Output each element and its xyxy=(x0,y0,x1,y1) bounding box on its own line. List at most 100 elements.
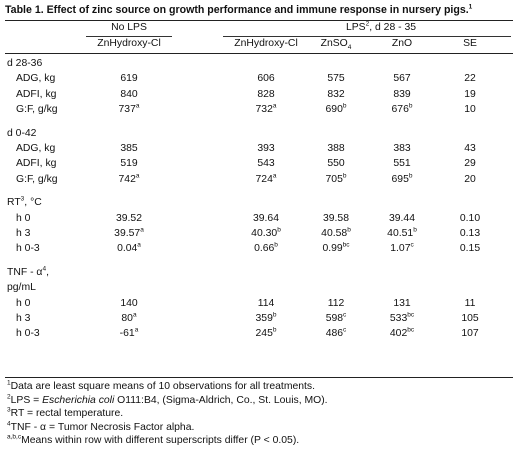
cell-se: 43 xyxy=(464,143,476,154)
header-lps-group: LPS2, d 28 - 35 xyxy=(345,20,417,33)
cell-znhydroxy-lps: 359b xyxy=(255,311,277,324)
significance-superscript: bc xyxy=(407,311,415,319)
table-title: Table 1. Effect of zinc source on growth… xyxy=(5,3,473,16)
significance-superscript: c xyxy=(343,326,347,334)
cell-se: 22 xyxy=(464,73,476,85)
cell-se: 29 xyxy=(464,158,476,170)
significance-superscript: b xyxy=(277,226,281,234)
cell-se: 107 xyxy=(461,328,479,340)
cell-zno: 402bc xyxy=(389,326,415,340)
significance-superscript: a xyxy=(140,226,144,234)
cell-znso4: 0.99bc xyxy=(322,241,350,255)
section-heading: d 28-36 xyxy=(0,58,520,72)
header-col-znhydroxy-nolps: ZnHydroxy-Cl xyxy=(97,38,161,49)
cell-znso4: 598c xyxy=(325,311,347,324)
cell-znhydroxy-lps: 606 xyxy=(257,73,275,85)
table-row: ADFI, kg 519 543 550 551 29 xyxy=(0,158,520,172)
cell-zno: 676b xyxy=(391,102,413,116)
cell-znhydroxy-lps: 114 xyxy=(257,297,275,309)
cell-znso4: 832 xyxy=(327,88,345,100)
section-heading-label: TNF - α4, xyxy=(7,265,49,278)
header-col-se: SE xyxy=(463,38,477,49)
cell-znhydroxy-nolps: 840 xyxy=(120,88,138,100)
section-heading: RT3, °C xyxy=(0,195,520,211)
significance-superscript: b xyxy=(272,311,277,319)
table-row: h 0-3 0.04a 0.66b 0.99bc 1.07c 0.15 xyxy=(0,241,520,257)
cell-zno: 551 xyxy=(393,158,411,170)
cell-zno: 39.44 xyxy=(388,212,416,224)
cell-zno: 1.07c xyxy=(390,241,414,255)
section-heading-unit: pg/mL xyxy=(7,282,36,294)
header-row-2: ZnHydroxy-Cl ZnHydroxy-Cl ZnSO4 ZnO SE xyxy=(0,38,520,52)
significance-superscript: a xyxy=(272,172,277,180)
table-row: G:F, g/kg 737a 732a 690b 676b 10 xyxy=(0,102,520,118)
significance-superscript: b xyxy=(272,326,277,334)
cell-se: 11 xyxy=(464,297,476,309)
row-label: G:F, g/kg xyxy=(16,104,58,116)
cell-znhydroxy-nolps: -61a xyxy=(119,326,139,340)
cell-znhydroxy-lps: 393 xyxy=(257,143,275,154)
significance-superscript: c xyxy=(343,311,347,319)
cell-zno: 695b xyxy=(391,172,413,185)
section-heading-label: RT3, °C xyxy=(7,195,42,209)
table-row: h 3 80a 359b 598c 533bc 105 xyxy=(0,311,520,327)
significance-superscript: a xyxy=(132,311,137,319)
significance-superscript: b xyxy=(342,102,347,110)
row-label: h 3 xyxy=(16,228,31,239)
cell-znso4: 690b xyxy=(325,102,347,116)
cell-znhydroxy-lps: 39.64 xyxy=(252,212,280,224)
row-label: h 0 xyxy=(16,212,31,224)
top-rule xyxy=(5,20,513,21)
significance-superscript: a xyxy=(134,326,139,334)
section-heading-label: d 28-36 xyxy=(7,58,43,69)
no-lps-underline xyxy=(86,36,172,37)
cell-se: 0.15 xyxy=(459,243,481,255)
row-label: ADFI, kg xyxy=(16,88,57,100)
cell-znhydroxy-nolps: 80a xyxy=(121,311,137,324)
header-col-znhydroxy-lps: ZnHydroxy-Cl xyxy=(234,38,298,49)
title-footnote-mark: 1 xyxy=(468,3,473,11)
cell-znhydroxy-nolps: 0.04a xyxy=(117,241,141,255)
cell-znso4: 705b xyxy=(325,172,347,185)
footnote: 4TNF - α = Tumor Necrosis Factor alpha. xyxy=(7,420,195,433)
cell-znhydroxy-lps: 724a xyxy=(255,172,277,185)
cell-znso4: 112 xyxy=(327,297,345,309)
row-label: h 0-3 xyxy=(16,243,40,255)
significance-superscript: a xyxy=(137,241,141,249)
table-row: h 3 39.57a 40.30b 40.58b 40.51b 0.13 xyxy=(0,226,520,242)
cell-znhydroxy-lps: 828 xyxy=(257,88,275,100)
header-col-zno: ZnO xyxy=(391,38,413,49)
row-label: h 0 xyxy=(16,297,31,309)
cell-znso4: 575 xyxy=(327,73,345,85)
significance-superscript: a xyxy=(135,102,140,110)
table-row: ADFI, kg 840 828 832 839 19 xyxy=(0,89,520,103)
significance-superscript: a xyxy=(135,172,140,180)
cell-znhydroxy-lps: 543 xyxy=(257,158,275,170)
cell-znhydroxy-lps: 245b xyxy=(255,326,277,340)
cell-znso4: 388 xyxy=(327,143,345,154)
cell-znhydroxy-nolps: 385 xyxy=(120,143,138,154)
lps-underline xyxy=(223,36,511,37)
section-heading: d 0-42 xyxy=(0,128,520,142)
table-row: ADG, kg 385 393 388 383 43 xyxy=(0,143,520,157)
significance-superscript: b xyxy=(274,241,278,249)
cell-zno: 131 xyxy=(393,297,411,309)
cell-zno: 533bc xyxy=(389,311,415,324)
row-label: ADG, kg xyxy=(16,143,56,154)
cell-znhydroxy-nolps: 140 xyxy=(120,297,138,309)
cell-znhydroxy-nolps: 39.57a xyxy=(114,226,144,239)
header-col-znso4: ZnSO4 xyxy=(320,38,352,52)
significance-superscript: c xyxy=(410,241,414,249)
significance-superscript: b xyxy=(408,172,413,180)
cell-znso4: 550 xyxy=(327,158,345,170)
significance-superscript: b xyxy=(347,226,351,234)
footnote: 3RT = rectal temperature. xyxy=(7,406,124,420)
significance-superscript: b xyxy=(413,226,417,234)
header-row-1: No LPS LPS2, d 28 - 35 xyxy=(0,20,520,36)
cell-znhydroxy-lps: 40.30b xyxy=(251,226,281,239)
table-row: h 0-3 -61a 245b 486c 402bc 107 xyxy=(0,326,520,342)
section-heading: TNF - α4, xyxy=(0,265,520,281)
significance-superscript: b xyxy=(342,172,347,180)
table-row: h 0 140 114 112 131 11 xyxy=(0,298,520,312)
